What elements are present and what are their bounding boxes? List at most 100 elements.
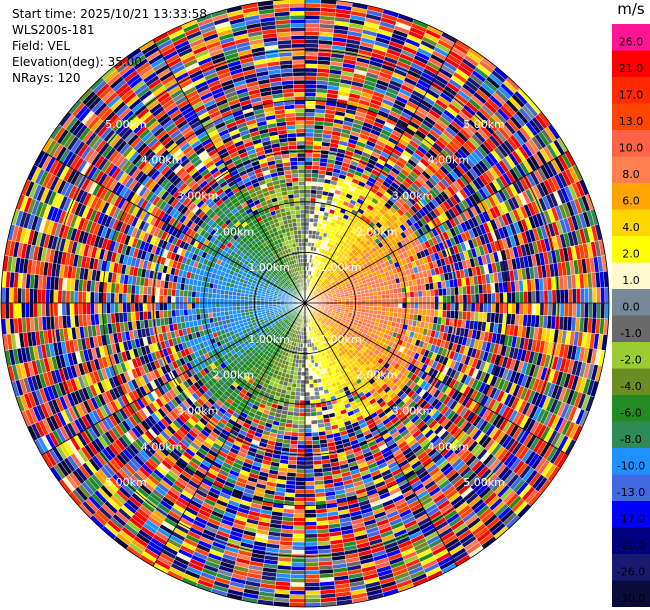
gate-cell: [304, 2, 321, 8]
gate-cell: [304, 561, 319, 567]
gate-cell: [547, 289, 553, 304]
gate-cell: [442, 295, 448, 304]
gate-cell: [421, 290, 427, 298]
gate-cell: [304, 229, 310, 235]
gate-cell: [304, 355, 309, 360]
gate-cell: [551, 289, 557, 304]
gate-cell: [511, 302, 516, 315]
gate-cell: [304, 144, 314, 150]
gate-cell: [449, 287, 455, 296]
gate-cell: [291, 561, 306, 567]
gate-cell: [307, 359, 312, 364]
gate-cell: [304, 104, 316, 109]
gate-cell: [293, 407, 300, 413]
gate-cell: [304, 399, 311, 405]
gate-cell: [478, 302, 484, 313]
gate-cell: [290, 574, 306, 579]
gate-cell: [304, 529, 318, 535]
gate-cell: [301, 367, 306, 373]
gate-cell: [304, 383, 310, 389]
gate-cell: [304, 193, 311, 198]
gate-cell: [491, 292, 496, 304]
gate-cell: [392, 288, 398, 294]
gate-cell: [307, 363, 312, 368]
gate-cell: [304, 391, 311, 397]
gate-cell: [304, 472, 315, 478]
gate-cell: [312, 439, 321, 445]
gate-cell: [312, 370, 317, 376]
gate-cell: [304, 39, 319, 45]
gate-cell: [304, 116, 315, 122]
gate-cell: [289, 586, 306, 591]
gate-cell: [304, 0, 322, 4]
gate-cell: [304, 237, 309, 243]
gate-cell: [466, 302, 472, 312]
gate-cell: [535, 302, 541, 316]
gate-cell: [584, 302, 589, 319]
gate-cell: [357, 302, 362, 307]
gate-cell: [312, 378, 318, 384]
gate-cell: [304, 489, 316, 494]
gate-cell: [304, 205, 311, 211]
gate-cell: [368, 292, 374, 297]
gate-cell: [291, 549, 306, 555]
gate-cell: [304, 165, 313, 170]
gate-cell: [373, 298, 379, 304]
gate-cell: [304, 464, 314, 470]
gate-cell: [296, 464, 306, 470]
gate-cell: [304, 586, 321, 591]
gate-cell: [304, 569, 320, 575]
gate-cell: [311, 362, 316, 368]
gate-cell: [470, 293, 476, 304]
gate-cell: [304, 432, 313, 437]
gate-cell: [304, 189, 312, 194]
gate-cell: [312, 455, 322, 462]
gate-cell: [478, 293, 484, 304]
gate-cell: [364, 292, 370, 297]
gate-cell: [310, 185, 318, 191]
gate-cell: [373, 295, 379, 300]
gate-cell: [308, 225, 314, 231]
gate-cell: [304, 132, 315, 138]
gate-cell: [580, 288, 585, 304]
gate-cell: [304, 424, 312, 429]
gate-cell: [311, 169, 320, 175]
gate-cell: [426, 296, 431, 304]
gate-cell: [304, 525, 318, 531]
gate-cell: [304, 197, 311, 202]
gate-cell: [304, 87, 317, 93]
gate-cell: [308, 375, 314, 381]
gate-cell: [385, 298, 391, 304]
gate-cell: [433, 288, 439, 297]
gate-cell: [304, 209, 311, 215]
gate-cell: [304, 468, 315, 474]
gate-cell: [308, 221, 314, 227]
gate-cell: [301, 355, 306, 360]
gate-cell: [312, 161, 321, 167]
gate-cell: [297, 444, 306, 450]
gate-cell: [495, 302, 500, 314]
gate-cell: [307, 355, 312, 360]
gate-cell: [551, 302, 557, 317]
gate-cell: [385, 307, 391, 313]
gate-cell: [406, 297, 411, 304]
gate-cell: [559, 302, 565, 317]
gate-cell: [304, 108, 316, 113]
gate-cell: [298, 420, 306, 425]
gate-cell: [345, 298, 350, 302]
gate-cell: [304, 480, 315, 486]
gate-cell: [576, 302, 581, 318]
gate-cell: [413, 290, 419, 298]
gate-cell: [298, 416, 306, 421]
gate-cell: [388, 288, 394, 295]
gate-cell: [304, 75, 318, 81]
gate-cell: [304, 221, 310, 227]
gate-cell: [304, 436, 313, 441]
gate-cell: [296, 379, 302, 385]
gate-cell: [304, 460, 314, 466]
gate-cell: [389, 307, 395, 313]
gate-cell: [527, 290, 533, 304]
gate-cell: [304, 598, 321, 604]
gate-cell: [499, 292, 504, 304]
gate-cell: [292, 533, 306, 539]
